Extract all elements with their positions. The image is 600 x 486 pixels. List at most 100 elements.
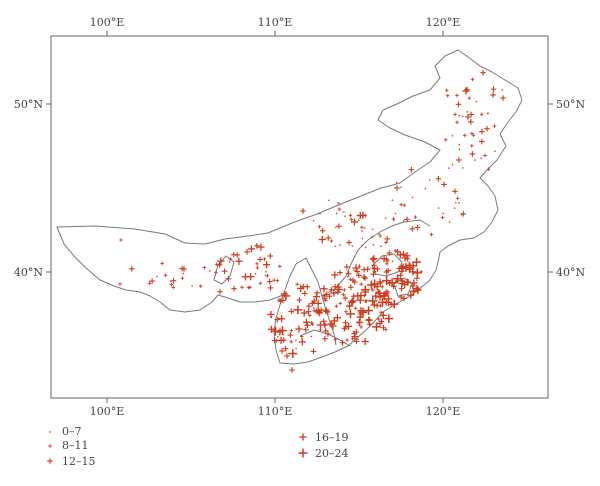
station-marker [456, 157, 462, 163]
station-marker [484, 125, 490, 132]
station-marker [467, 96, 472, 100]
tick-marks [46, 31, 553, 403]
station-marker [479, 138, 485, 145]
station-marker [366, 321, 373, 328]
station-marker [277, 336, 285, 344]
station-marker [479, 128, 485, 135]
station-marker [171, 285, 176, 290]
station-marker [391, 260, 394, 263]
station-marker [376, 317, 381, 321]
station-marker [118, 282, 122, 286]
station-marker [296, 297, 303, 303]
station-marker [362, 275, 368, 281]
station-marker [321, 322, 328, 329]
station-marker [335, 226, 337, 229]
station-marker [267, 310, 275, 319]
station-marker [217, 257, 225, 265]
station-marker [253, 242, 260, 249]
station-marker [264, 274, 267, 277]
station-marker [276, 328, 284, 336]
station-marker [346, 275, 349, 278]
station-marker [361, 237, 364, 240]
station-marker [191, 285, 193, 287]
station-marker [360, 225, 364, 230]
station-marker [393, 248, 398, 253]
station-marker [428, 179, 431, 181]
station-marker [266, 278, 273, 285]
station-marker [460, 211, 467, 217]
station-marker [391, 199, 394, 201]
station-marker [255, 261, 259, 266]
station-marker [360, 285, 370, 295]
station-marker [309, 321, 314, 325]
station-marker [302, 318, 311, 326]
station-marker [308, 313, 312, 318]
station-marker [394, 212, 397, 215]
station-marker [350, 304, 352, 307]
hebei-boundary [321, 219, 431, 297]
station-marker [454, 201, 457, 204]
station-marker [301, 290, 308, 297]
station-marker [348, 284, 354, 291]
station-marker [468, 111, 474, 118]
station-marker [376, 278, 384, 286]
station-marker [364, 246, 367, 249]
station-marker [501, 89, 504, 91]
station-marker [325, 235, 332, 241]
station-marker [356, 313, 364, 321]
station-marker [337, 207, 342, 212]
station-marker [182, 272, 185, 275]
station-marker [380, 285, 385, 289]
station-marker [467, 119, 474, 125]
station-marker [384, 236, 390, 242]
station-marker [455, 120, 459, 125]
station-marker [404, 216, 410, 223]
station-marker [394, 185, 400, 191]
station-marker [221, 268, 228, 275]
station-marker [275, 278, 280, 283]
station-marker [442, 212, 444, 215]
station-marker [375, 289, 382, 295]
station-marker [353, 329, 360, 335]
station-marker [361, 244, 363, 247]
station-marker [361, 337, 369, 346]
station-marker [361, 274, 367, 280]
station-marker [487, 112, 489, 114]
station-marker [378, 233, 380, 235]
station-marker [356, 319, 363, 326]
station-marker [279, 348, 285, 354]
station-marker [396, 265, 403, 272]
station-marker [350, 277, 356, 284]
bottom-tick-110e: 110°E [258, 405, 293, 418]
station-marker [361, 230, 363, 232]
station-marker [384, 217, 387, 219]
station-marker [458, 114, 460, 117]
station-marker [494, 150, 496, 152]
station-marker [448, 167, 450, 169]
station-marker [398, 294, 404, 300]
station-marker [337, 202, 339, 204]
station-marker [319, 213, 321, 215]
station-marker [409, 226, 416, 232]
station-marker [379, 311, 387, 319]
station-marker [379, 281, 383, 286]
station-marker [258, 281, 263, 286]
legend-marker-12-15 [47, 458, 53, 464]
station-marker [479, 112, 484, 117]
station-marker [160, 261, 164, 266]
station-marker [475, 100, 478, 103]
station-marker [246, 285, 251, 290]
station-marker [346, 309, 355, 319]
station-marker [304, 322, 311, 329]
station-marker [209, 270, 211, 272]
station-marker [465, 114, 471, 120]
station-marker [317, 224, 322, 229]
station-marker [364, 306, 373, 315]
legend-item-8-11: 8–11 [48, 439, 89, 452]
station-marker [271, 326, 280, 336]
station-marker [395, 250, 400, 254]
station-marker [414, 224, 421, 231]
station-marker [318, 307, 325, 313]
station-marker [267, 285, 274, 291]
